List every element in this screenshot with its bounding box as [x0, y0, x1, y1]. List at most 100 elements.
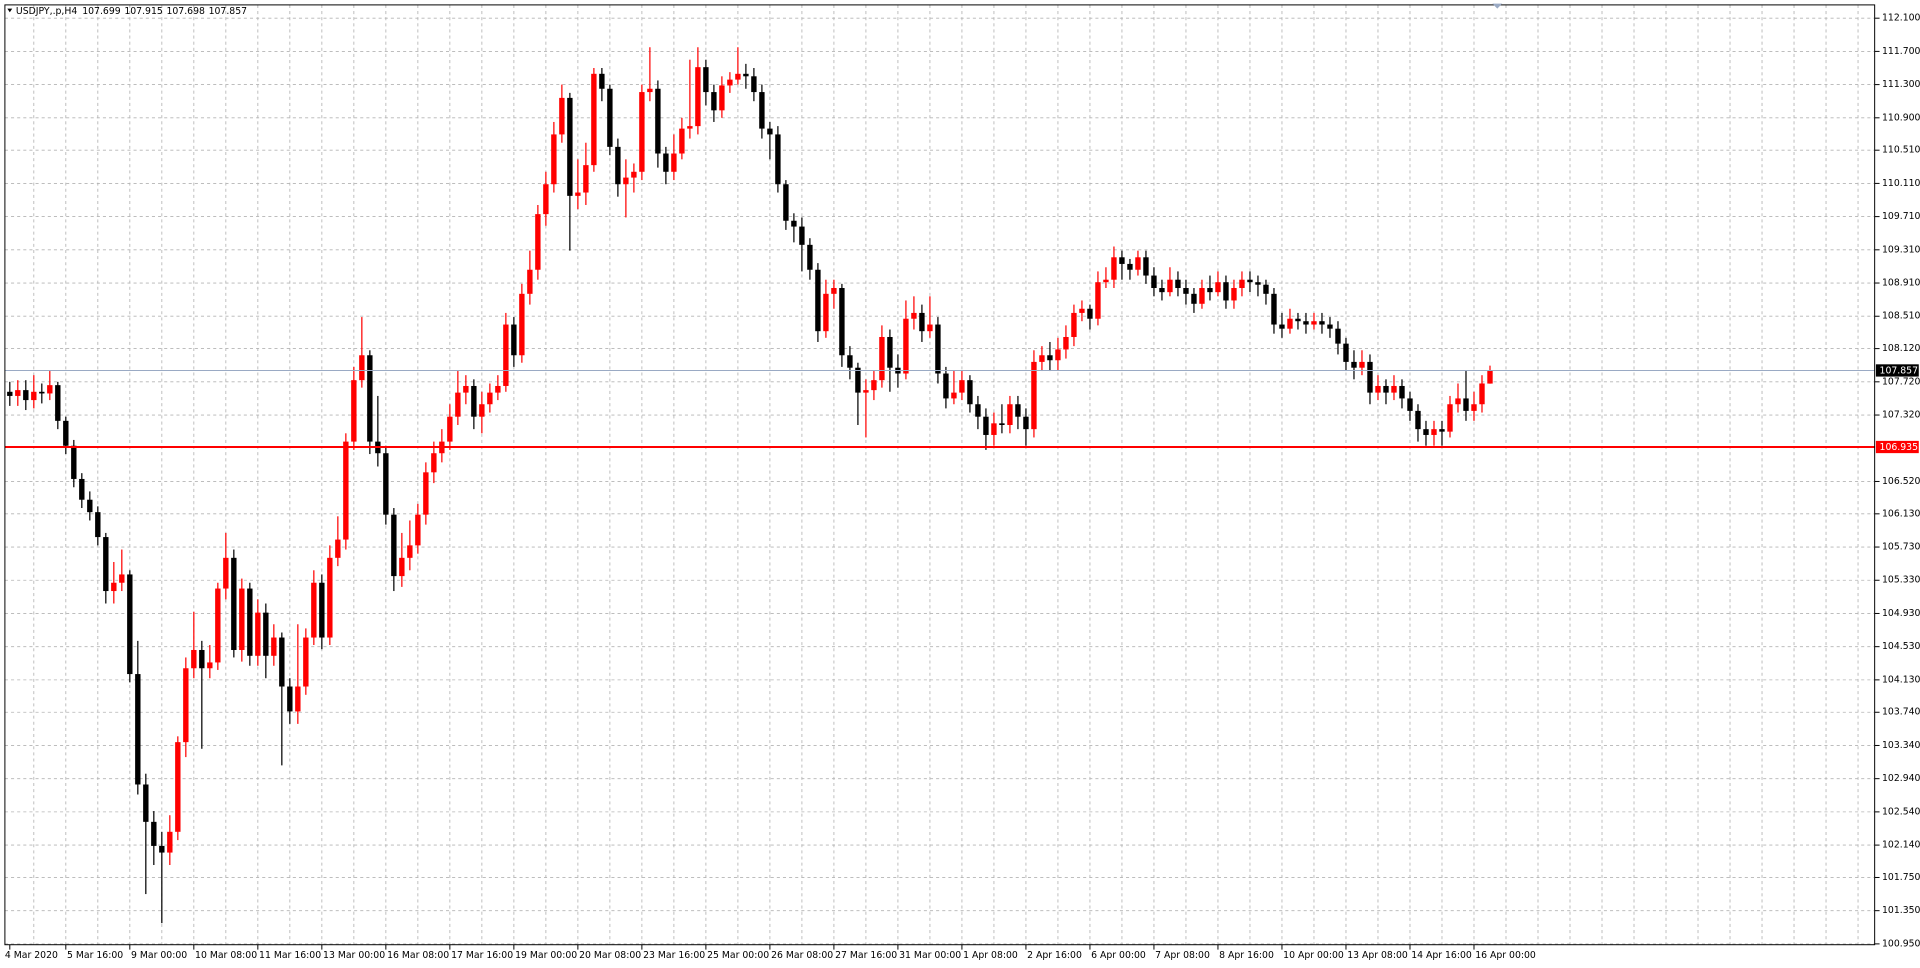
- candle-body: [295, 686, 301, 712]
- candle-body: [1159, 288, 1165, 293]
- candle-body: [943, 373, 949, 399]
- candle-body: [1415, 410, 1421, 430]
- candles: [7, 47, 1493, 924]
- x-tick-label: 8 Apr 16:00: [1219, 950, 1274, 961]
- candle-body: [1423, 429, 1429, 435]
- candle-body: [1127, 263, 1133, 270]
- candle-body: [1119, 257, 1125, 264]
- candle-body: [855, 367, 861, 393]
- axes: 112.100 111.700 111.300 110.900 110.510 110.1…: [4, 13, 1920, 961]
- candle-body: [159, 845, 165, 853]
- candle-body: [567, 97, 573, 196]
- x-tick-label: 31 Mar 00:00: [899, 950, 961, 961]
- menu-arrow[interactable]: [7, 8, 13, 13]
- candle-body: [1063, 336, 1069, 350]
- symbol: USDJPY,.p,H4: [16, 6, 77, 17]
- candle-body: [527, 269, 533, 294]
- candle-body: [1455, 398, 1461, 405]
- candle-body: [599, 73, 605, 89]
- x-tick-label: 17 Mar 16:00: [451, 950, 513, 961]
- candle-body: [39, 391, 45, 394]
- candle-body: [695, 67, 701, 127]
- candle-body: [719, 85, 725, 111]
- x-tick-label: 7 Apr 08:00: [1155, 950, 1210, 961]
- level-label-box: [1875, 440, 1919, 454]
- x-tick-label: 25 Mar 00:00: [707, 950, 769, 961]
- x-tick-label: 1 Apr 08:00: [963, 950, 1018, 961]
- candle-body: [1087, 308, 1093, 319]
- candle-body: [127, 574, 133, 675]
- candle-body: [223, 557, 229, 589]
- level-label: 106.935: [1880, 442, 1919, 453]
- candle-body: [31, 391, 37, 401]
- candle-body: [95, 512, 101, 538]
- candle-body: [423, 472, 429, 515]
- candle-body: [495, 385, 501, 393]
- candle-body: [999, 423, 1005, 425]
- y-tick-label: 105.730: [1882, 542, 1920, 553]
- candle-body: [1335, 328, 1341, 344]
- candle-body: [1095, 282, 1101, 319]
- candle-body: [887, 336, 893, 368]
- candle-body: [15, 390, 21, 396]
- shift-marker[interactable]: [1492, 3, 1503, 9]
- candle-body: [591, 73, 597, 166]
- y-tick-label: 106.520: [1882, 476, 1920, 487]
- x-tick-label: 9 Mar 00:00: [131, 950, 187, 961]
- candle-body: [1031, 361, 1037, 430]
- x-tick-label: 16 Apr 00:00: [1475, 950, 1536, 961]
- last-price-box: [1875, 364, 1919, 377]
- candle-body: [151, 821, 157, 846]
- grid: [4, 4, 1875, 945]
- candle-body: [215, 588, 221, 663]
- candle-body: [431, 453, 437, 473]
- x-tick-label: 4 Mar 2020: [5, 950, 58, 961]
- candle-body: [1367, 361, 1373, 393]
- candle-body: [167, 831, 173, 853]
- candle-body: [455, 392, 461, 417]
- candle-body: [967, 380, 973, 405]
- candle-body: [727, 79, 733, 86]
- candle-body: [1167, 279, 1173, 293]
- candle-body: [623, 177, 629, 185]
- candle-body: [503, 324, 509, 386]
- chart-header: USDJPY,.p,H4 107.699 107.915 107.698 107.857: [16, 6, 247, 17]
- candle-body: [1247, 279, 1253, 283]
- candle-body: [103, 537, 109, 592]
- x-tick-label: 23 Mar 16:00: [643, 950, 705, 961]
- candle-body: [399, 557, 405, 577]
- high: 107.915: [124, 6, 163, 17]
- y-tick-label: 101.750: [1882, 872, 1920, 883]
- candle-body: [383, 453, 389, 515]
- candle-body: [655, 88, 661, 154]
- candle-body: [711, 92, 717, 111]
- candle-body: [607, 88, 613, 147]
- x-tick-label: 16 Mar 08:00: [387, 950, 449, 961]
- candle-body: [231, 557, 237, 650]
- candle-body: [1271, 293, 1277, 325]
- candle-body: [271, 637, 277, 656]
- candle-body: [559, 97, 565, 135]
- y-tick-label: 108.910: [1882, 278, 1920, 289]
- candle-body: [1479, 383, 1485, 405]
- candle-body: [79, 478, 85, 500]
- candle-body: [119, 574, 125, 583]
- candle-body: [183, 668, 189, 743]
- y-tick-label: 102.940: [1882, 773, 1920, 784]
- candle-body: [87, 499, 93, 513]
- candle-body: [535, 214, 541, 270]
- x-tick-label: 14 Apr 16:00: [1411, 950, 1472, 961]
- candle-body: [239, 588, 245, 650]
- candle-body: [1263, 284, 1269, 294]
- y-tick-label: 110.510: [1882, 145, 1920, 156]
- y-tick-label: 107.720: [1882, 376, 1920, 387]
- y-tick-label: 102.540: [1882, 806, 1920, 817]
- candle-body: [1007, 404, 1013, 425]
- candle-body: [1327, 324, 1333, 329]
- candle-body: [55, 385, 61, 421]
- x-tick-label: 6 Apr 00:00: [1091, 950, 1146, 961]
- candle-body: [1015, 404, 1021, 417]
- candle-body: [959, 380, 965, 393]
